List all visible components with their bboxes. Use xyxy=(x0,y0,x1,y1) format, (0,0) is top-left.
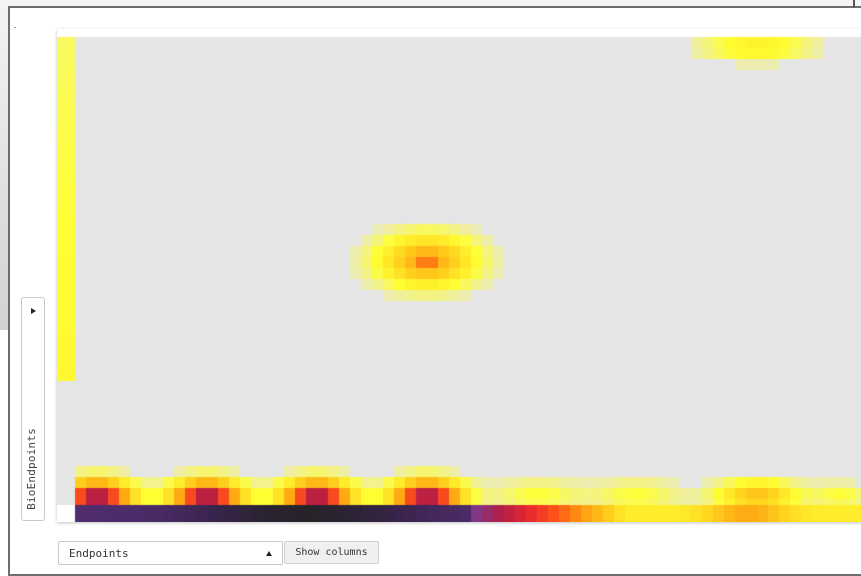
decorative-dot xyxy=(14,27,16,28)
triangle-up-icon xyxy=(266,551,272,556)
bioendpoints-drawer-toggle[interactable]: BioEndpoints xyxy=(21,297,45,521)
drawer-label: BioEndpoints xyxy=(25,428,38,510)
heatmap-canvas[interactable] xyxy=(57,29,861,522)
heatmap-panel[interactable] xyxy=(57,29,861,522)
show-columns-button[interactable]: Show columns xyxy=(284,541,379,564)
frame-corner xyxy=(853,0,855,8)
endpoints-select[interactable]: Endpoints xyxy=(58,541,283,565)
endpoints-select-value: Endpoints xyxy=(69,547,129,560)
triangle-right-icon xyxy=(31,308,36,314)
